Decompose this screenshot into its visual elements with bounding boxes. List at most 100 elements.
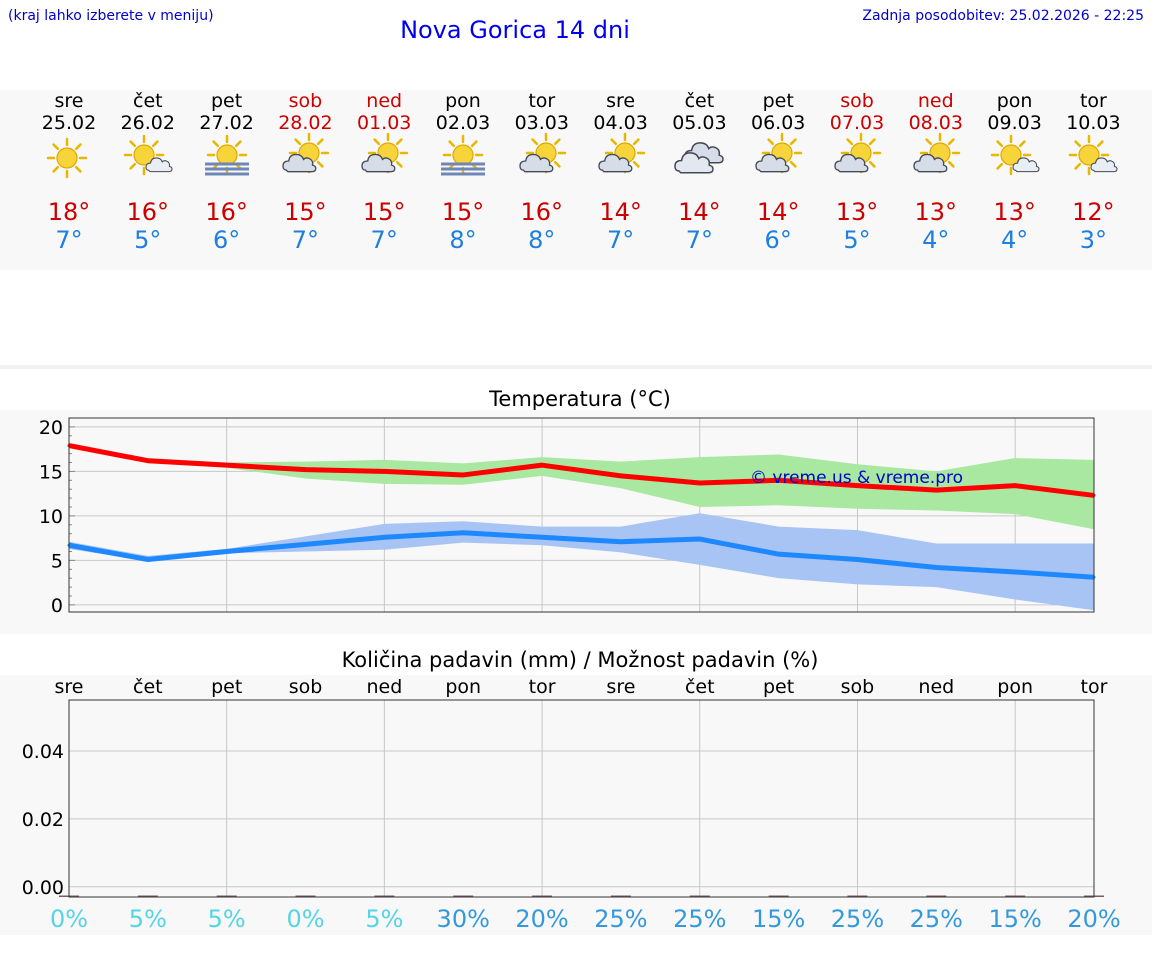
precip-probability: 5% <box>365 905 403 933</box>
min-temp: 7° <box>370 226 398 254</box>
plot-area <box>69 700 1094 897</box>
precip-bar <box>768 895 789 897</box>
min-temp: 6° <box>764 226 792 254</box>
max-temp: 16° <box>520 198 564 226</box>
precip-probability: 20% <box>1067 905 1120 933</box>
precip-bar <box>453 895 474 897</box>
min-temp: 7° <box>55 226 83 254</box>
max-temp: 14° <box>599 198 642 226</box>
min-point <box>619 540 623 544</box>
precip-bar <box>295 895 316 897</box>
min-temp: 7° <box>291 226 320 254</box>
x-tick-label: pon <box>997 676 1033 698</box>
day-name: pon <box>996 90 1033 112</box>
min-temp-line <box>68 530 1095 580</box>
min-temp: 5° <box>134 226 162 254</box>
sun-icon <box>45 137 93 180</box>
day-name: ned <box>917 90 954 112</box>
precip-bar <box>137 895 158 897</box>
max-point <box>934 488 938 492</box>
sun-cloud-icon <box>912 132 961 180</box>
precip-bar <box>610 895 631 897</box>
min-point <box>777 552 781 556</box>
min-temp: 7° <box>606 226 635 254</box>
location-hint: (kraj lahko izberete v meniju) <box>8 8 214 24</box>
day-date: 06.03 <box>750 112 806 134</box>
precip-probability: 5% <box>129 905 167 933</box>
y-tick-label: 0 <box>51 595 63 617</box>
y-tick-label: 5 <box>51 550 63 572</box>
temperature-chart-title: Temperatura (°C) <box>489 387 671 411</box>
day-date: 08.03 <box>908 112 963 134</box>
precip-probability: 0% <box>50 905 88 933</box>
day-date: 01.03 <box>356 112 412 134</box>
x-tick-label: pet <box>211 676 242 698</box>
sun-small-cloud-icon <box>1069 134 1118 180</box>
day-name: tor <box>528 90 556 112</box>
max-temp: 16° <box>126 198 170 226</box>
max-temp: 13° <box>914 198 958 226</box>
min-point <box>225 549 229 553</box>
y-tick-label: 0.00 <box>22 877 64 899</box>
last-updated: Zadnja posodobitev: 25.02.2026 - 22:25 <box>862 8 1144 24</box>
sun-small-cloud-icon <box>990 134 1040 180</box>
day-date: 25.02 <box>41 112 97 134</box>
precip-chart-title: Količina padavin (mm) / Možnost padavin … <box>341 648 819 672</box>
min-temp: 8° <box>528 226 556 254</box>
max-temp-line <box>68 443 1095 498</box>
precip-probability: 25% <box>673 905 726 933</box>
sun-cloud-icon <box>597 132 645 180</box>
min-point <box>855 557 859 561</box>
min-temp: 4° <box>1000 226 1029 254</box>
precip-bar <box>216 895 237 897</box>
x-tick-label: sob <box>289 676 323 698</box>
day-name: čet <box>133 90 163 112</box>
day-date: 02.03 <box>435 112 491 134</box>
max_range-band <box>69 445 1094 530</box>
precip-probability: 30% <box>437 905 490 933</box>
min-point <box>146 557 150 561</box>
day-date: 26.02 <box>120 112 175 134</box>
min-point <box>304 542 308 546</box>
min-point <box>698 537 702 541</box>
day-date: 07.03 <box>829 112 885 134</box>
precip-bar <box>532 895 553 897</box>
precip-bar <box>374 895 395 897</box>
x-tick-label: sob <box>841 676 875 698</box>
max-temp: 14° <box>678 198 721 226</box>
max-point <box>540 463 544 467</box>
page-title: Nova Gorica 14 dni <box>400 16 630 44</box>
min-temp: 6° <box>212 226 241 254</box>
min_range-band <box>69 513 1094 611</box>
precip-probability: 20% <box>515 905 568 933</box>
max-temp: 18° <box>47 198 91 226</box>
daily-forecast-panel: sre 25.02 18° 7° čet 26.02 16° 5° pet 27.02 16° 6° s… <box>0 90 1152 270</box>
x-tick-label: čet <box>133 676 163 698</box>
min-point <box>540 535 544 539</box>
sun-cloud-icon <box>833 132 882 180</box>
min-point <box>461 531 465 535</box>
max-point <box>382 469 386 473</box>
max-point <box>1013 484 1017 488</box>
precip-probability: 25% <box>910 905 963 933</box>
max-temp: 15° <box>362 198 406 226</box>
day-name: tor <box>1079 90 1107 112</box>
y-tick-label: 15 <box>39 461 63 483</box>
precip-probability: 25% <box>831 905 884 933</box>
max-temp: 13° <box>993 198 1036 226</box>
sun-fog-icon <box>439 134 487 180</box>
day-name: sre <box>54 90 84 112</box>
precip-bar <box>689 895 710 897</box>
day-date: 05.03 <box>672 112 727 134</box>
divider <box>0 365 1152 369</box>
y-tick-label: 20 <box>39 417 63 439</box>
y-tick-label: 10 <box>39 506 63 528</box>
y-tick-label: 0.04 <box>22 741 64 763</box>
min-point <box>1013 570 1017 574</box>
max-point <box>146 459 150 463</box>
precip-probability: 15% <box>988 905 1041 933</box>
sun-cloud-icon <box>754 132 803 180</box>
max-point <box>225 463 229 467</box>
day-name: pet <box>762 90 794 112</box>
